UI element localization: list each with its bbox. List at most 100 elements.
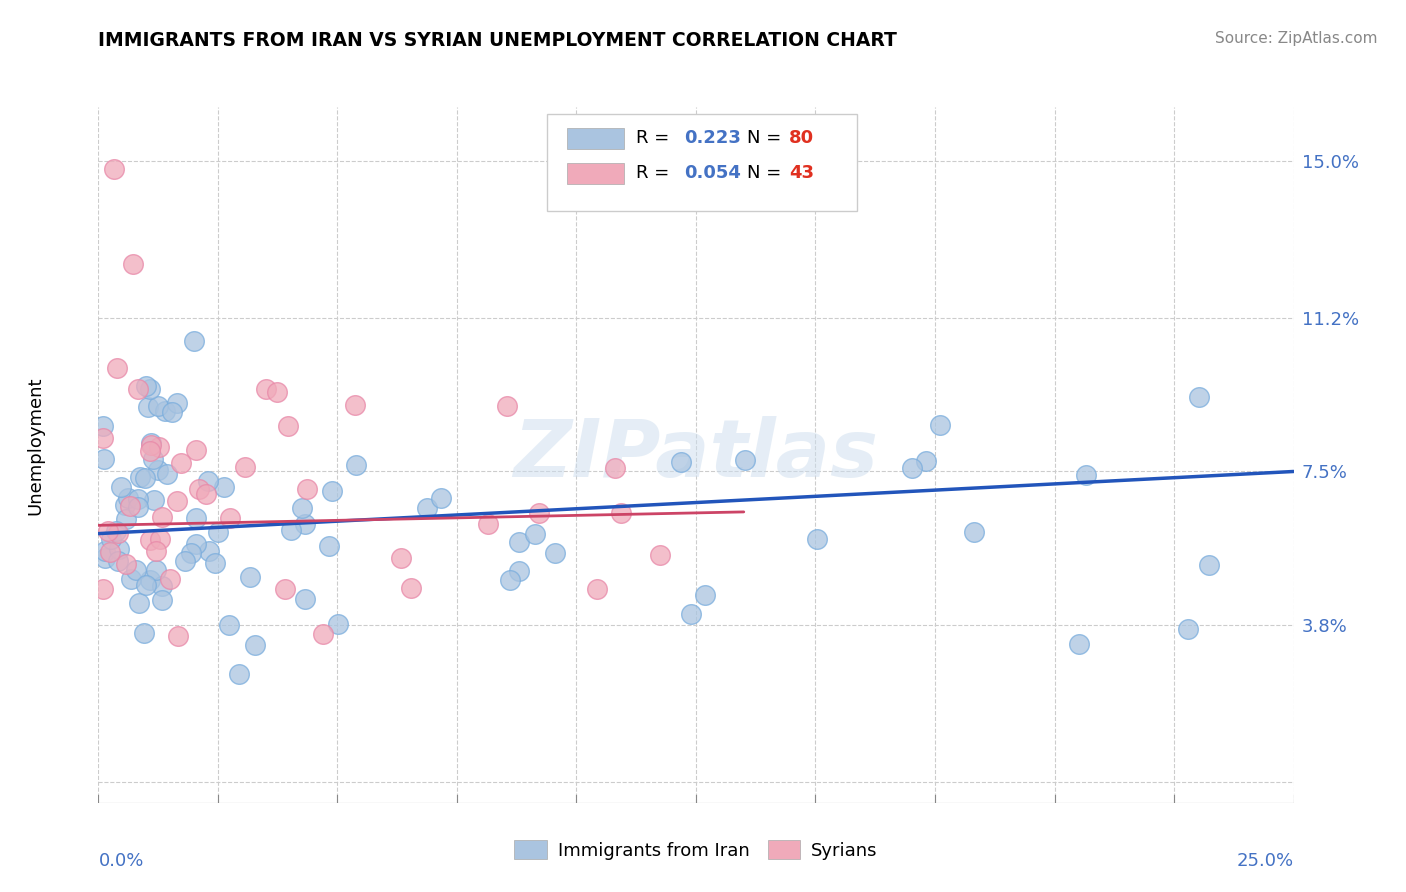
Point xyxy=(207,524,229,539)
Point xyxy=(149,532,172,546)
Point xyxy=(98,545,121,559)
Point xyxy=(294,516,316,531)
Point xyxy=(603,461,626,475)
Point xyxy=(963,524,986,539)
Point xyxy=(150,593,173,607)
Point xyxy=(693,588,716,602)
Point xyxy=(160,404,183,418)
Point xyxy=(180,546,202,560)
Point xyxy=(166,396,188,410)
Point xyxy=(128,470,150,484)
Point xyxy=(91,431,114,445)
FancyBboxPatch shape xyxy=(547,114,858,211)
Text: IMMIGRANTS FROM IRAN VS SYRIAN UNEMPLOYMENT CORRELATION CHART: IMMIGRANTS FROM IRAN VS SYRIAN UNEMPLOYM… xyxy=(98,31,897,50)
Text: 0.054: 0.054 xyxy=(685,164,741,182)
Point xyxy=(142,451,165,466)
Point xyxy=(127,500,149,514)
Point xyxy=(134,471,156,485)
Point xyxy=(186,537,208,551)
Point xyxy=(544,545,567,559)
Point xyxy=(1188,390,1211,404)
Point xyxy=(152,509,174,524)
Point xyxy=(110,480,132,494)
FancyBboxPatch shape xyxy=(567,162,624,184)
Point xyxy=(135,379,157,393)
Point xyxy=(120,500,142,514)
Legend: Immigrants from Iran, Syrians: Immigrants from Iran, Syrians xyxy=(508,833,884,867)
Point xyxy=(254,382,277,396)
Point xyxy=(806,533,828,547)
Point xyxy=(143,492,166,507)
Text: R =: R = xyxy=(636,129,675,147)
Point xyxy=(734,452,756,467)
Point xyxy=(344,398,367,412)
Point xyxy=(91,582,114,596)
Point xyxy=(228,666,250,681)
Point xyxy=(139,382,162,396)
Point xyxy=(679,607,702,621)
Point xyxy=(108,541,131,556)
Point xyxy=(915,453,938,467)
Point xyxy=(321,483,343,498)
Point xyxy=(104,524,127,538)
Point xyxy=(187,482,209,496)
Point xyxy=(105,361,128,376)
Point xyxy=(218,617,240,632)
Point xyxy=(94,544,117,558)
Point xyxy=(141,438,163,452)
Point xyxy=(121,257,143,271)
Point xyxy=(136,400,159,414)
Point xyxy=(148,399,170,413)
Point xyxy=(610,506,633,520)
Point xyxy=(204,556,226,570)
Point xyxy=(135,578,157,592)
Point xyxy=(150,579,173,593)
Point xyxy=(508,564,530,578)
Point xyxy=(169,456,191,470)
Point xyxy=(127,492,149,507)
Point xyxy=(344,458,367,472)
Point xyxy=(280,523,302,537)
Point xyxy=(166,494,188,508)
Point xyxy=(117,491,139,505)
Text: Source: ZipAtlas.com: Source: ZipAtlas.com xyxy=(1215,31,1378,46)
Point xyxy=(120,572,142,586)
Point xyxy=(277,418,299,433)
Point xyxy=(115,512,138,526)
Point xyxy=(115,557,138,571)
Point xyxy=(1198,558,1220,573)
Point xyxy=(527,506,550,520)
Point xyxy=(100,533,122,547)
Point xyxy=(585,582,607,597)
Point xyxy=(148,441,170,455)
Point xyxy=(134,626,156,640)
Point xyxy=(477,517,499,532)
Text: 0.0%: 0.0% xyxy=(98,853,143,871)
Point xyxy=(93,452,115,467)
Text: N =: N = xyxy=(748,164,782,182)
Point xyxy=(156,467,179,481)
Point xyxy=(233,459,256,474)
Point xyxy=(184,510,207,524)
Point xyxy=(125,563,148,577)
Text: N =: N = xyxy=(748,129,782,147)
Point xyxy=(153,404,176,418)
Text: 80: 80 xyxy=(789,129,814,147)
Point xyxy=(197,474,219,488)
Point xyxy=(508,534,530,549)
Point xyxy=(145,544,167,558)
Point xyxy=(107,526,129,541)
Text: ZIPatlas: ZIPatlas xyxy=(513,416,879,494)
Text: R =: R = xyxy=(636,164,675,182)
Point xyxy=(295,483,318,497)
Text: 25.0%: 25.0% xyxy=(1236,853,1294,871)
Point xyxy=(239,570,262,584)
Point xyxy=(139,573,162,587)
Point xyxy=(218,511,240,525)
Point xyxy=(524,526,547,541)
Point xyxy=(266,384,288,399)
Point xyxy=(91,419,114,434)
Point xyxy=(214,480,236,494)
Point xyxy=(389,550,412,565)
Point xyxy=(291,500,314,515)
